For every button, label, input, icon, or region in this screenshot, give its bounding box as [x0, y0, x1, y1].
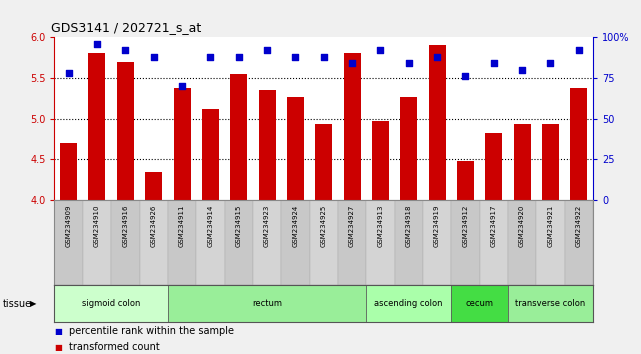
- Text: tissue: tissue: [3, 298, 32, 309]
- Bar: [537, 200, 565, 285]
- Point: [404, 61, 414, 66]
- Text: GSM234911: GSM234911: [179, 204, 185, 247]
- Text: GSM234926: GSM234926: [151, 204, 156, 247]
- Bar: [570, 88, 587, 200]
- Text: cecum: cecum: [465, 299, 494, 308]
- Bar: [224, 200, 253, 285]
- Bar: [117, 62, 134, 200]
- Text: GSM234916: GSM234916: [122, 204, 128, 247]
- Bar: [508, 200, 537, 285]
- Bar: [54, 285, 168, 322]
- Point: [149, 54, 159, 59]
- Text: GSM234912: GSM234912: [462, 204, 469, 247]
- Text: ■: ■: [54, 327, 62, 336]
- Text: GSM234915: GSM234915: [236, 204, 242, 247]
- Text: percentile rank within the sample: percentile rank within the sample: [69, 326, 233, 336]
- Bar: [174, 88, 190, 200]
- Text: GSM234927: GSM234927: [349, 204, 355, 247]
- Point: [545, 61, 556, 66]
- Text: GSM234925: GSM234925: [320, 204, 327, 246]
- Point: [319, 54, 329, 59]
- Text: GSM234909: GSM234909: [65, 204, 72, 247]
- Bar: [310, 200, 338, 285]
- Text: GSM234913: GSM234913: [378, 204, 383, 247]
- Text: GSM234910: GSM234910: [94, 204, 100, 247]
- Text: GSM234920: GSM234920: [519, 204, 525, 247]
- Point: [290, 54, 301, 59]
- Point: [121, 47, 131, 53]
- Bar: [145, 172, 162, 200]
- Text: GSM234917: GSM234917: [491, 204, 497, 247]
- Point: [205, 54, 215, 59]
- Bar: [54, 200, 83, 285]
- Bar: [451, 200, 479, 285]
- Point: [488, 61, 499, 66]
- Bar: [395, 200, 423, 285]
- Bar: [140, 200, 168, 285]
- Bar: [508, 285, 593, 322]
- Bar: [253, 200, 281, 285]
- Bar: [281, 200, 310, 285]
- Text: GSM234921: GSM234921: [547, 204, 553, 247]
- Bar: [202, 109, 219, 200]
- Bar: [513, 124, 531, 200]
- Bar: [366, 200, 395, 285]
- Text: GSM234918: GSM234918: [406, 204, 412, 247]
- Point: [92, 41, 102, 46]
- Point: [347, 61, 357, 66]
- Text: rectum: rectum: [252, 299, 282, 308]
- Point: [432, 54, 442, 59]
- Bar: [423, 200, 451, 285]
- Point: [177, 83, 187, 89]
- Bar: [451, 285, 508, 322]
- Point: [63, 70, 74, 76]
- Text: GSM234919: GSM234919: [434, 204, 440, 247]
- Text: GSM234923: GSM234923: [264, 204, 270, 247]
- Bar: [565, 200, 593, 285]
- Bar: [168, 200, 196, 285]
- Bar: [429, 45, 445, 200]
- Text: GDS3141 / 202721_s_at: GDS3141 / 202721_s_at: [51, 21, 201, 34]
- Bar: [83, 200, 111, 285]
- Bar: [338, 200, 366, 285]
- Bar: [230, 74, 247, 200]
- Bar: [168, 285, 366, 322]
- Text: transformed count: transformed count: [69, 342, 160, 352]
- Point: [233, 54, 244, 59]
- Bar: [366, 285, 451, 322]
- Bar: [315, 124, 332, 200]
- Point: [262, 47, 272, 53]
- Bar: [258, 90, 276, 200]
- Bar: [457, 161, 474, 200]
- Text: ▶: ▶: [29, 299, 36, 308]
- Bar: [196, 200, 224, 285]
- Bar: [287, 97, 304, 200]
- Point: [517, 67, 527, 73]
- Point: [460, 73, 470, 79]
- Point: [375, 47, 385, 53]
- Text: GSM234914: GSM234914: [207, 204, 213, 247]
- Point: [574, 47, 584, 53]
- Text: ■: ■: [54, 343, 62, 352]
- Bar: [111, 200, 140, 285]
- Bar: [344, 53, 360, 200]
- Text: sigmoid colon: sigmoid colon: [82, 299, 140, 308]
- Bar: [88, 53, 106, 200]
- Text: GSM234924: GSM234924: [292, 204, 298, 246]
- Bar: [542, 124, 559, 200]
- Bar: [372, 121, 389, 200]
- Text: GSM234922: GSM234922: [576, 204, 582, 246]
- Bar: [400, 97, 417, 200]
- Bar: [60, 143, 77, 200]
- Bar: [479, 200, 508, 285]
- Bar: [485, 133, 503, 200]
- Text: ascending colon: ascending colon: [374, 299, 443, 308]
- Text: transverse colon: transverse colon: [515, 299, 585, 308]
